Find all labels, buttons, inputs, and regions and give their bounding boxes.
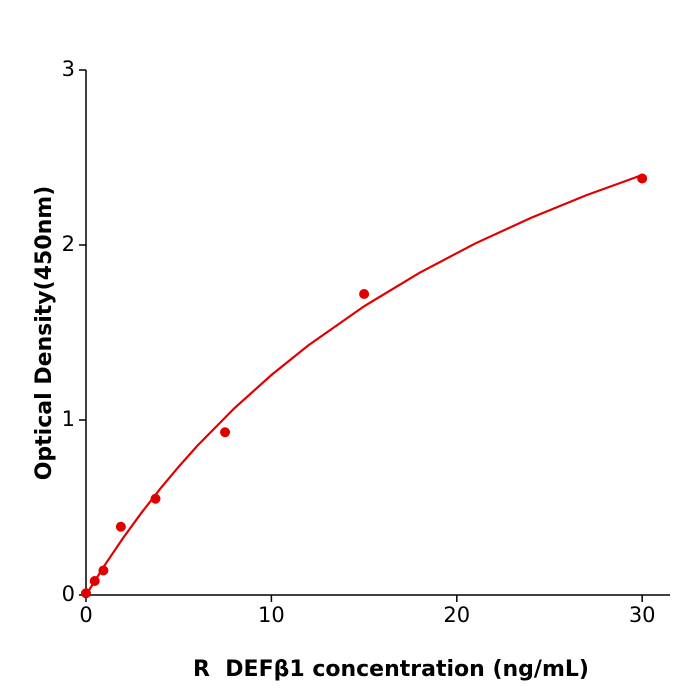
data-point — [115, 521, 126, 532]
x-tick-label: 30 — [629, 603, 656, 627]
fit-curve — [85, 173, 643, 596]
y-axis-label: Optical Density(450nm) — [32, 186, 57, 481]
x-axis-label: R DEFβ1 concentration (ng/mL) — [193, 657, 589, 682]
x-tick-label: 0 — [79, 603, 92, 627]
x-tick-label: 10 — [258, 603, 285, 627]
y-tick-label: 0 — [62, 582, 75, 606]
x-tick-label: 20 — [443, 603, 470, 627]
y-tick-label: 3 — [62, 57, 75, 81]
data-point — [359, 289, 370, 299]
y-tick-label: 1 — [62, 407, 75, 431]
data-point — [220, 427, 231, 438]
y-tick-label: 2 — [62, 232, 75, 256]
